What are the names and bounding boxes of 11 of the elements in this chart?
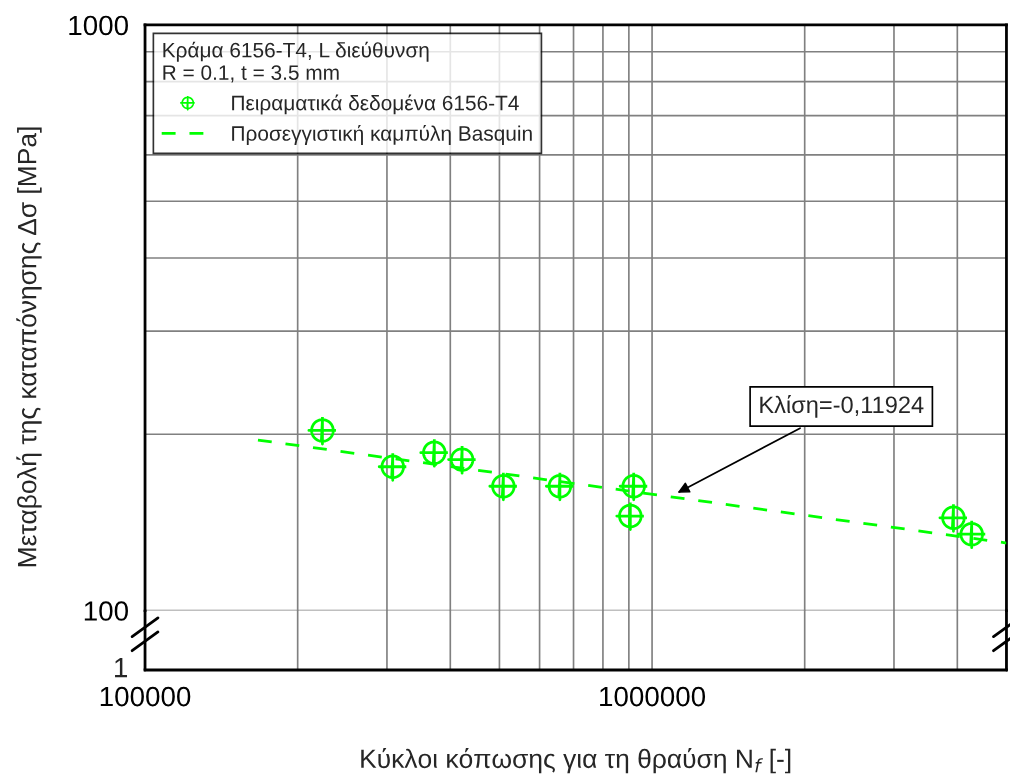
x-axis-title: Κύκλοι κόπωσης για τη θραύση N$_{f}$ [-]: [361, 747, 791, 774]
x-tick-label: 1000000: [600, 686, 706, 707]
text: 1: [115, 658, 128, 678]
legend-label: Πειραματικά δεδομένα 6156-T4: [232, 94, 519, 115]
y-axis-title: Μεταβολή της καταπόνησης Δσ [MPa]: [16, 127, 42, 567]
x-tick-label: 100000: [100, 686, 191, 707]
y-tick-label: 1000: [69, 15, 128, 36]
legend-title: Κράμα 6156-T4, L διεύθυνση R = 0.1, t = 3.5 mm: [163, 41, 429, 83]
y-tick-label: 100: [84, 601, 128, 621]
annotation: Κλίση=-0,11924: [760, 395, 924, 418]
legend-label: Προσεγγιστική καμπύλη Basquin: [232, 124, 532, 145]
